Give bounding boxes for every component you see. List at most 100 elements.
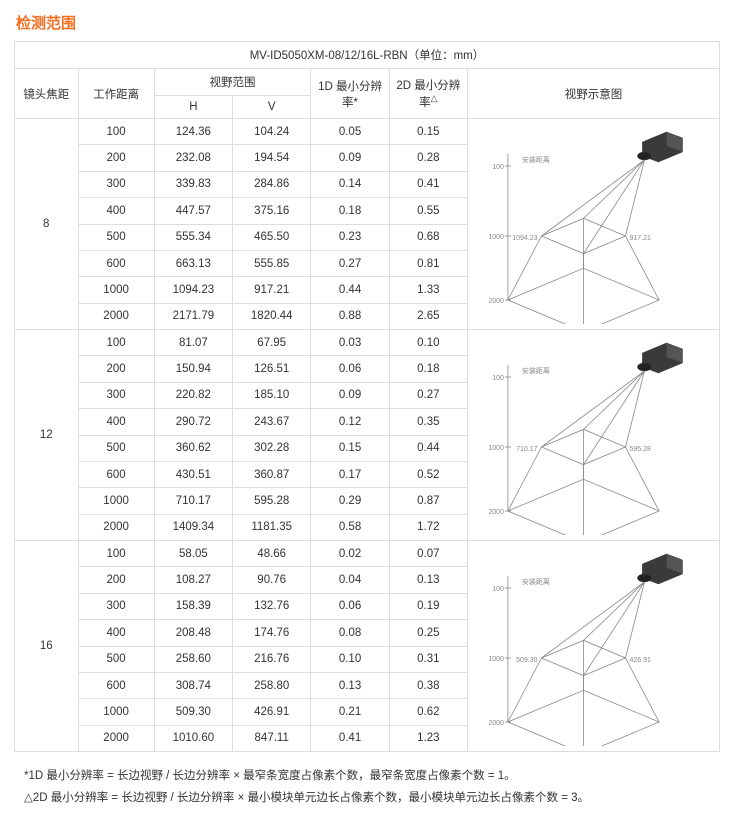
svg-text:509.30: 509.30	[516, 657, 538, 664]
r2-cell: 0.10	[389, 330, 467, 356]
svg-text:100: 100	[492, 375, 504, 382]
h-cell: 1094.23	[154, 277, 232, 303]
fov-diagram: 安装距离 100 1000 2000 1094.23 917.21 2171.7…	[468, 119, 720, 330]
v-cell: 132.76	[233, 593, 311, 619]
v-cell: 555.85	[233, 250, 311, 276]
dist-cell: 1000	[78, 277, 154, 303]
dist-cell: 1000	[78, 699, 154, 725]
r2-cell: 1.72	[389, 514, 467, 540]
svg-text:595.28: 595.28	[629, 446, 651, 453]
r1-cell: 0.06	[311, 593, 389, 619]
dist-cell: 100	[78, 119, 154, 145]
h-cell: 232.08	[154, 145, 232, 171]
v-cell: 595.28	[233, 488, 311, 514]
h-cell: 360.62	[154, 435, 232, 461]
v-cell: 126.51	[233, 356, 311, 382]
svg-text:1000: 1000	[489, 656, 504, 663]
dist-cell: 1000	[78, 488, 154, 514]
r2-cell: 0.52	[389, 461, 467, 487]
dist-cell: 400	[78, 198, 154, 224]
focal-cell: 12	[15, 330, 79, 541]
h-cell: 430.51	[154, 461, 232, 487]
r1-cell: 0.27	[311, 250, 389, 276]
h-cell: 124.36	[154, 119, 232, 145]
table-row: 1210081.0767.950.030.10 安装距离 100 1000 20…	[15, 330, 720, 356]
fov-diagram: 安装距离 100 1000 2000 509.30 426.91 1010.60…	[468, 541, 720, 752]
h-cell: 308.74	[154, 672, 232, 698]
col-workdist: 工作距离	[78, 69, 154, 119]
r2-cell: 0.28	[389, 145, 467, 171]
r2-cell: 0.27	[389, 382, 467, 408]
h-cell: 555.34	[154, 224, 232, 250]
r1-cell: 0.44	[311, 277, 389, 303]
r2-cell: 0.35	[389, 409, 467, 435]
v-cell: 302.28	[233, 435, 311, 461]
r1-cell: 0.13	[311, 672, 389, 698]
v-cell: 104.24	[233, 119, 311, 145]
r1-cell: 0.18	[311, 198, 389, 224]
dist-cell: 300	[78, 382, 154, 408]
svg-text:1000: 1000	[489, 234, 504, 241]
r1-cell: 0.04	[311, 567, 389, 593]
table-title: MV-ID5050XM-08/12/16L-RBN（单位：mm）	[15, 42, 720, 69]
h-cell: 220.82	[154, 382, 232, 408]
r1-cell: 0.10	[311, 646, 389, 672]
col-fov-v: V	[233, 96, 311, 119]
h-cell: 108.27	[154, 567, 232, 593]
focal-cell: 16	[15, 541, 79, 752]
r1-cell: 0.08	[311, 620, 389, 646]
v-cell: 1820.44	[233, 303, 311, 329]
r1-cell: 0.14	[311, 171, 389, 197]
table-row: 1610058.0548.660.020.07 安装距离 100 1000 20…	[15, 541, 720, 567]
v-cell: 375.16	[233, 198, 311, 224]
h-cell: 663.13	[154, 250, 232, 276]
svg-text:安装距离: 安装距离	[521, 155, 549, 164]
v-cell: 243.67	[233, 409, 311, 435]
col-1d: 1D 最小分辨率*	[311, 69, 389, 119]
dist-cell: 2000	[78, 514, 154, 540]
svg-text:100: 100	[492, 164, 504, 171]
v-cell: 67.95	[233, 330, 311, 356]
r2-cell: 0.62	[389, 699, 467, 725]
v-cell: 194.54	[233, 145, 311, 171]
h-cell: 150.94	[154, 356, 232, 382]
dist-cell: 600	[78, 250, 154, 276]
h-cell: 1409.34	[154, 514, 232, 540]
r2-cell: 0.81	[389, 250, 467, 276]
dist-cell: 200	[78, 356, 154, 382]
dist-cell: 600	[78, 672, 154, 698]
v-cell: 216.76	[233, 646, 311, 672]
v-cell: 185.10	[233, 382, 311, 408]
dist-cell: 2000	[78, 725, 154, 751]
r2-cell: 0.25	[389, 620, 467, 646]
dist-cell: 200	[78, 145, 154, 171]
r2-cell: 0.87	[389, 488, 467, 514]
v-cell: 48.66	[233, 541, 311, 567]
r1-cell: 0.02	[311, 541, 389, 567]
h-cell: 1010.60	[154, 725, 232, 751]
col-fov-h: H	[154, 96, 232, 119]
v-cell: 284.86	[233, 171, 311, 197]
fov-diagram: 安装距离 100 1000 2000 710.17 595.28 1409.34…	[468, 330, 720, 541]
svg-text:100: 100	[492, 586, 504, 593]
v-cell: 917.21	[233, 277, 311, 303]
svg-text:1094.23: 1094.23	[512, 235, 537, 242]
r2-cell: 0.55	[389, 198, 467, 224]
r1-cell: 0.15	[311, 435, 389, 461]
detection-range-table: MV-ID5050XM-08/12/16L-RBN（单位：mm） 镜头焦距 工作…	[14, 41, 720, 752]
col-diagram: 视野示意图	[468, 69, 720, 119]
h-cell: 158.39	[154, 593, 232, 619]
r2-cell: 0.68	[389, 224, 467, 250]
r2-cell: 0.18	[389, 356, 467, 382]
col-2d: 2D 最小分辨率△	[389, 69, 467, 119]
r2-cell: 0.38	[389, 672, 467, 698]
r1-cell: 0.09	[311, 145, 389, 171]
r1-cell: 0.29	[311, 488, 389, 514]
svg-text:2000: 2000	[489, 509, 504, 516]
r1-cell: 0.09	[311, 382, 389, 408]
h-cell: 58.05	[154, 541, 232, 567]
v-cell: 258.80	[233, 672, 311, 698]
dist-cell: 500	[78, 646, 154, 672]
dist-cell: 100	[78, 330, 154, 356]
v-cell: 174.76	[233, 620, 311, 646]
